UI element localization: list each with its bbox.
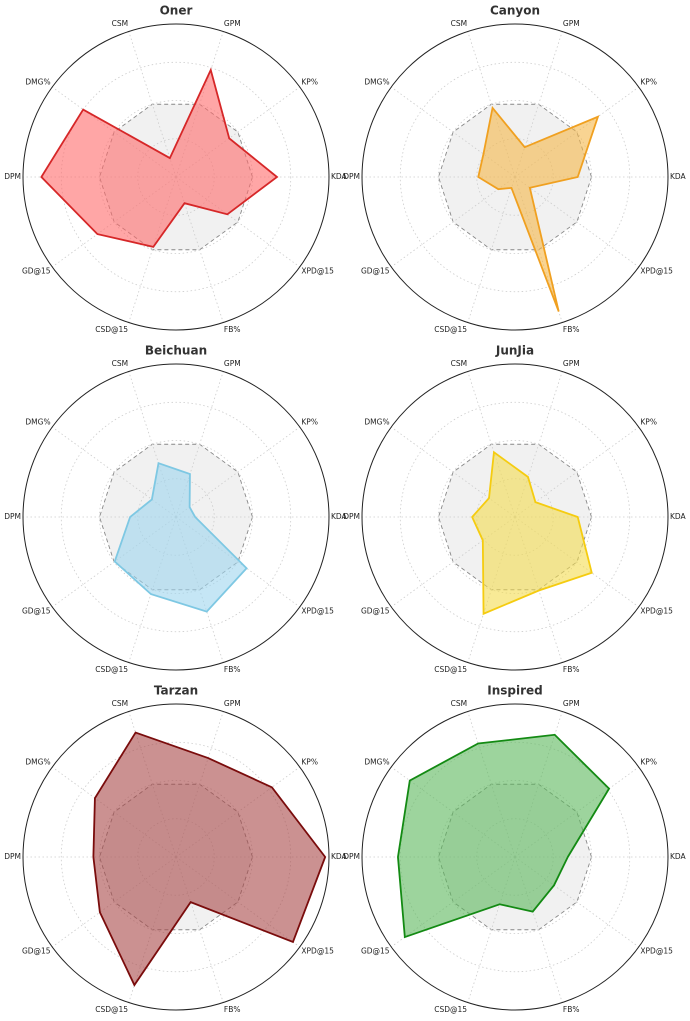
axis-label: XPD@15	[640, 607, 673, 616]
axis-label: CSM	[112, 359, 128, 368]
radar-chart: KDA KP% GPM CSM DMG% DPM GD@15 CSD@15 FB% XPD@15 I…	[343, 684, 686, 1015]
axis-label: KP%	[301, 77, 318, 86]
grid-circle	[399, 401, 631, 633]
axis-label: CSM	[112, 699, 128, 708]
outer-circle	[361, 703, 669, 1011]
axis-label: CSM	[451, 359, 467, 368]
axis-label: CSD@15	[95, 1005, 128, 1014]
axis-label: CSD@15	[434, 1005, 467, 1014]
axis-label: DMG%	[25, 757, 50, 766]
axis-label: DPM	[343, 172, 360, 181]
axis-label: DPM	[4, 852, 21, 861]
outer-circle	[361, 23, 669, 331]
axis-label: XPD@15	[301, 267, 334, 276]
axis-label: KP%	[301, 417, 318, 426]
axis-label: KDA	[331, 852, 348, 861]
axis-label: KP%	[301, 757, 318, 766]
radar-chart: KDA KP% GPM CSM DMG% DPM GD@15 CSD@15 FB% XPD@15 C…	[343, 4, 686, 335]
chart-title: Inspired	[487, 684, 543, 698]
axis-label: GPM	[224, 359, 241, 368]
radar-chart: KDA KP% GPM CSM DMG% DPM GD@15 CSD@15 FB% XPD@15 B…	[4, 344, 347, 675]
axis-label: KDA	[670, 172, 687, 181]
axis-label: DPM	[343, 512, 360, 521]
axis-label: GPM	[563, 359, 580, 368]
axis-label: DPM	[343, 852, 360, 861]
axis-label: KDA	[331, 512, 348, 521]
axis-label: FB%	[224, 665, 241, 674]
axis-label: CSD@15	[434, 325, 467, 334]
axis-label: CSM	[112, 19, 128, 28]
spoke	[390, 176, 516, 268]
outer-circle	[22, 23, 330, 331]
axis-label: CSD@15	[95, 325, 128, 334]
axis-label: GD@15	[22, 947, 51, 956]
axis-label: XPD@15	[301, 947, 334, 956]
axis-label: FB%	[563, 325, 580, 334]
axis-label: GD@15	[361, 267, 390, 276]
axis-label: KDA	[670, 852, 687, 861]
axis-label: CSD@15	[434, 665, 467, 674]
axis-label: XPD@15	[301, 607, 334, 616]
axis-label: GD@15	[361, 607, 390, 616]
axis-label: KP%	[640, 417, 657, 426]
axis-label: CSD@15	[95, 665, 128, 674]
axis-label: FB%	[224, 1005, 241, 1014]
spoke	[175, 426, 301, 518]
radar-chart: KDA KP% GPM CSM DMG% DPM GD@15 CSD@15 FB% XPD@15 T…	[4, 684, 347, 1015]
axis-label: KP%	[640, 757, 657, 766]
axis-label: CSM	[451, 19, 467, 28]
axis-label: DMG%	[364, 757, 389, 766]
chart-title: Canyon	[490, 4, 540, 18]
axis-label: GPM	[563, 699, 580, 708]
outer-circle	[22, 703, 330, 1011]
axis-label: DMG%	[364, 77, 389, 86]
chart-title: JunJia	[495, 344, 534, 358]
data-area	[40, 67, 279, 248]
chart-title: Oner	[160, 4, 193, 18]
axis-label: GPM	[224, 19, 241, 28]
chart-title: Tarzan	[154, 684, 198, 698]
axis-label: FB%	[563, 1005, 580, 1014]
axis-label: GD@15	[22, 267, 51, 276]
data-area	[397, 733, 611, 939]
grid-circle	[137, 478, 215, 556]
spoke	[467, 176, 516, 323]
chart-title: Beichuan	[145, 344, 207, 358]
grid-circle	[60, 401, 292, 633]
spoke	[128, 31, 177, 178]
axis-label: DPM	[4, 512, 21, 521]
grid-circle	[399, 61, 631, 293]
axis-label: XPD@15	[640, 947, 673, 956]
axis-label: KDA	[670, 512, 687, 521]
radar-chart: KDA KP% GPM CSM DMG% DPM GD@15 CSD@15 FB% XPD@15 O…	[4, 4, 347, 335]
data-area	[113, 461, 248, 613]
axis-label: GD@15	[22, 607, 51, 616]
axis-label: CSM	[451, 699, 467, 708]
axis-label: KDA	[331, 172, 348, 181]
data-area	[477, 105, 600, 312]
axis-label: FB%	[224, 325, 241, 334]
axis-label: DMG%	[364, 417, 389, 426]
axis-label: DPM	[4, 172, 21, 181]
spoke	[514, 176, 640, 268]
outer-circle	[361, 363, 669, 671]
axis-label: KP%	[640, 77, 657, 86]
data-area	[92, 731, 327, 987]
axis-label: XPD@15	[640, 267, 673, 276]
axis-label: GD@15	[361, 947, 390, 956]
axis-label: DMG%	[25, 77, 50, 86]
radar-chart: KDA KP% GPM CSM DMG% DPM GD@15 CSD@15 FB% XPD@15 J…	[343, 344, 686, 675]
axis-label: GPM	[224, 699, 241, 708]
axis-label: GPM	[563, 19, 580, 28]
axis-label: FB%	[563, 665, 580, 674]
data-area	[471, 450, 593, 616]
outer-circle	[22, 363, 330, 671]
axis-label: DMG%	[25, 417, 50, 426]
